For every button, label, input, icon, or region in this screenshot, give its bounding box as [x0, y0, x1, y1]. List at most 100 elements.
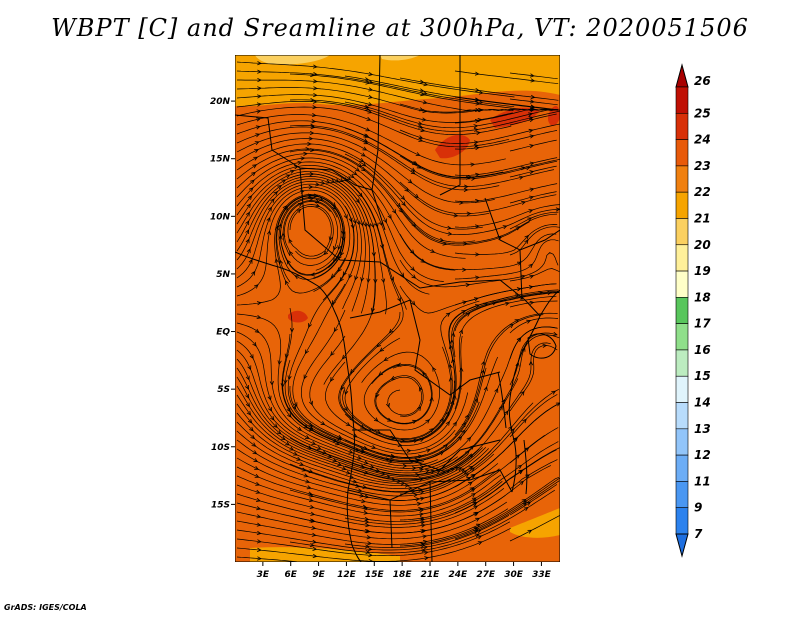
streamline [454, 312, 558, 436]
streamline [236, 501, 507, 540]
streamline-arrowhead [289, 169, 295, 174]
streamline-arrowhead [255, 133, 261, 138]
streamline-arrowhead [379, 244, 385, 250]
streamline [342, 300, 480, 440]
streamline-arrowhead [390, 454, 396, 460]
streamline-arrowhead [448, 376, 453, 382]
streamline-arrowhead [362, 146, 368, 151]
streamline-arrowhead [368, 71, 374, 77]
streamline-arrowhead [474, 533, 480, 538]
streamline-arrowhead [509, 323, 514, 329]
streamline-arrowhead [418, 137, 424, 142]
coastlines-and-borders [235, 55, 560, 562]
streamline-arrowhead [371, 252, 376, 257]
streamline-arrowhead [401, 201, 406, 207]
streamline-arrowhead [308, 498, 314, 503]
streamline-arrowhead [477, 118, 483, 123]
streamline-arrowhead [419, 542, 425, 547]
streamline-arrowhead [522, 418, 527, 424]
nile-region-border [371, 55, 461, 231]
streamline-arrowhead [287, 413, 292, 418]
streamline-arrowhead [256, 109, 262, 114]
streamline-arrowhead [266, 216, 271, 222]
streamline [454, 96, 559, 111]
streamline-arrowhead [322, 450, 328, 455]
streamline-arrowhead [388, 328, 394, 334]
streamline-arrowhead [280, 383, 285, 388]
streamline-arrowhead [363, 445, 369, 450]
streamline-arrowhead [312, 64, 318, 69]
streamline-arrowhead [303, 151, 309, 156]
streamline-arrowhead [421, 529, 427, 534]
streamline-arrowhead [365, 549, 371, 555]
streamline-arrowhead [256, 301, 262, 306]
streamline-arrowhead [470, 162, 476, 167]
streamline [338, 311, 455, 442]
streamline-arrowhead [254, 328, 260, 333]
streamline-arrowhead [416, 164, 422, 169]
streamline-arrowhead [257, 69, 262, 74]
streamline-arrowhead [477, 541, 483, 546]
streamline [287, 204, 334, 260]
streamline-arrowhead [313, 193, 319, 198]
streamline-arrowhead [419, 490, 425, 495]
streamline [399, 252, 559, 288]
streamline-arrowhead [457, 467, 462, 472]
streamline [236, 153, 466, 259]
streamline-arrowhead [273, 191, 279, 196]
streamline-arrowhead [354, 275, 359, 281]
colorbar-swatch [675, 244, 689, 272]
streamline-arrowhead [529, 195, 535, 200]
colorbar-level-label: 19 [694, 264, 711, 278]
streamline-arrowhead [468, 454, 474, 459]
streamline-arrowhead [246, 203, 251, 209]
streamline [344, 127, 560, 179]
streamline [236, 87, 514, 114]
streamline [399, 290, 559, 443]
streamline-arrowhead [528, 112, 533, 117]
streamline-arrowhead [341, 385, 345, 391]
colorbar: 26 25 24 23 22 21 20 19 18 17 16 15 14 13 12 11 9 7 [675, 63, 711, 558]
streamline-arrowhead [386, 474, 392, 479]
streamline-arrowhead [481, 360, 486, 366]
streamline [236, 412, 487, 487]
streamline [236, 457, 499, 506]
streamline-arrowhead [477, 535, 483, 540]
streamline [289, 402, 534, 492]
streamline-arrowhead [416, 406, 422, 411]
streamline-arrowhead [415, 497, 421, 502]
streamline-arrowhead [457, 435, 463, 441]
streamline-arrowhead [502, 225, 508, 230]
streamline-arrowhead [475, 198, 480, 204]
colorbar-level-label: 11 [694, 474, 711, 488]
streamline [236, 514, 510, 551]
streamline [236, 556, 297, 562]
west-africa-coastline [235, 251, 345, 343]
lon-tick-label: 15E [365, 570, 385, 580]
colorbar-swatch [675, 270, 689, 298]
lon-tick-label: 6E [285, 570, 298, 580]
streamline-arrowhead [345, 421, 351, 427]
streamline [236, 176, 371, 314]
streamline-arrowhead [312, 546, 318, 551]
streamline-arrowhead [309, 542, 315, 548]
streamline-arrowhead [307, 491, 313, 496]
streamline-arrowhead [245, 211, 250, 217]
streamline [454, 334, 560, 462]
streamline-arrowhead [245, 393, 250, 399]
streamline-arrowhead [308, 422, 313, 427]
streamline-arrowhead [363, 506, 369, 511]
streamline-arrowhead [346, 176, 352, 181]
streamline-arrowhead [309, 400, 313, 406]
streamline-arrowhead [337, 462, 343, 467]
streamline-arrowhead [464, 414, 469, 420]
streamline [371, 363, 433, 425]
streamline-arrowhead [504, 410, 509, 416]
streamline-arrowhead [375, 468, 381, 473]
streamline-arrowhead [255, 489, 261, 494]
streamline-arrowhead [249, 426, 254, 432]
streamline-arrowhead [529, 134, 535, 139]
streamline-arrowhead [396, 202, 401, 208]
streamline [289, 465, 552, 534]
streamline-arrowhead [417, 454, 423, 459]
